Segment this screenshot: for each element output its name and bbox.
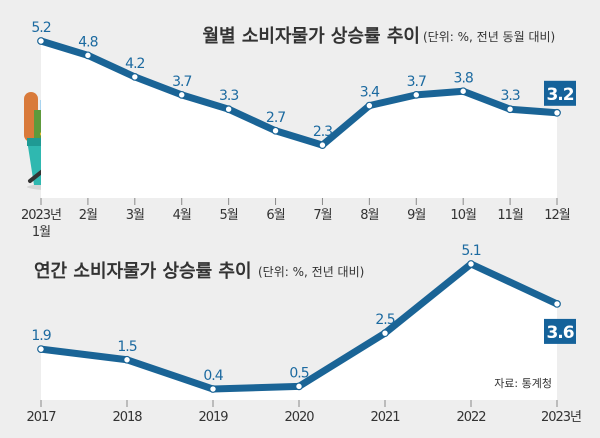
data-point	[271, 126, 280, 135]
data-point	[123, 355, 131, 364]
data-label: 4.2	[125, 56, 144, 72]
x-tick-label: 8월	[360, 208, 378, 223]
data-label: 3.3	[219, 88, 238, 104]
area-fill	[41, 41, 557, 198]
x-tick-label: 12월	[544, 208, 570, 223]
data-point	[209, 385, 217, 393]
data-point	[553, 300, 561, 308]
x-tick-label: 2023년	[21, 208, 61, 223]
data-label: 3.7	[172, 74, 191, 90]
data-label: 3.2	[546, 85, 573, 105]
data-point	[412, 90, 421, 99]
data-point	[365, 101, 374, 110]
data-point	[467, 260, 475, 268]
data-label: 3.7	[407, 74, 426, 90]
x-tick-label: 2021	[370, 410, 400, 425]
source-note: 자료: 통계청	[494, 377, 552, 390]
x-tick-label: 2018	[112, 410, 142, 425]
x-tick-label: 2월	[79, 208, 97, 223]
area-fill	[41, 264, 557, 400]
latest-value-box	[544, 318, 576, 344]
data-label: 1.5	[117, 339, 136, 355]
x-tick-label: 11월	[497, 208, 523, 223]
data-label: 5.2	[31, 20, 50, 36]
x-tick-label: 2023년	[541, 410, 581, 425]
data-label: 2.3	[313, 124, 332, 140]
x-tick-label: 10월	[450, 208, 476, 223]
x-tick-label: 5월	[220, 208, 238, 223]
x-tick-label: 6월	[266, 208, 284, 223]
data-label: 3.8	[454, 70, 473, 86]
data-label: 5.1	[461, 243, 480, 259]
data-point	[84, 51, 92, 60]
chart-title: 월별 소비자물가 상승률 추이	[202, 26, 420, 47]
data-point	[553, 108, 561, 117]
data-label: 2.5	[375, 312, 394, 328]
data-point	[130, 72, 139, 81]
x-tick-label: 2020	[284, 410, 314, 425]
series-line	[37, 37, 561, 149]
data-point	[506, 105, 514, 114]
data-label: 2.7	[266, 110, 285, 126]
data-point	[37, 37, 45, 45]
data-point	[224, 105, 233, 114]
x-tick-label: 1월	[32, 225, 50, 240]
data-point	[177, 90, 186, 99]
data-label: 3.6	[546, 323, 573, 343]
x-tick-label: 9월	[407, 208, 425, 223]
x-tick-label: 4월	[173, 208, 191, 223]
x-tick-label: 3월	[126, 208, 144, 223]
data-point	[37, 345, 45, 354]
chart-title: 연간 소비자물가 상승률 추이	[34, 261, 252, 282]
data-label: 3.3	[500, 88, 519, 104]
data-label: 4.8	[78, 34, 97, 50]
data-point	[318, 141, 327, 150]
data-point	[459, 87, 468, 96]
chart-subtitle: (단위: %, 전년 대비)	[258, 265, 364, 279]
latest-value-box	[544, 80, 576, 106]
data-point	[295, 382, 303, 391]
data-point	[381, 329, 389, 338]
data-label: 1.9	[31, 328, 50, 344]
x-tick-label: 2017	[26, 410, 56, 425]
data-label: 3.4	[360, 85, 380, 101]
data-label: 0.5	[289, 365, 308, 381]
x-tick-label: 2019	[198, 410, 228, 425]
chart-subtitle: (단위: %, 전년 동월 대비)	[423, 30, 555, 44]
x-tick-label: 7월	[313, 208, 331, 223]
x-tick-label: 2022	[456, 410, 485, 425]
data-label: 0.4	[203, 368, 223, 384]
